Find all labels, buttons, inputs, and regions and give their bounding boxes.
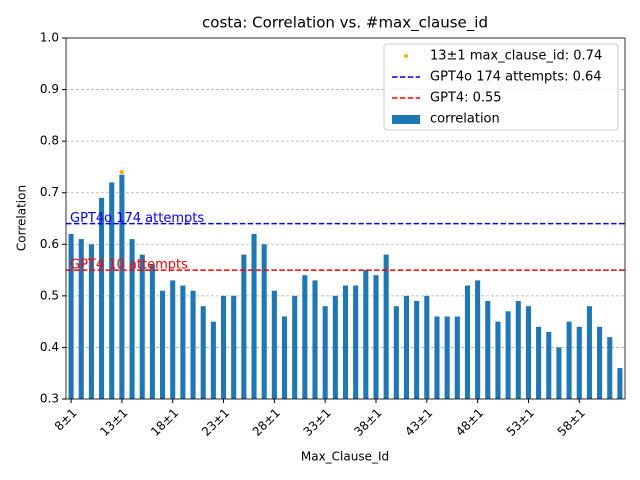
x-tick-label: 18±1 bbox=[148, 406, 181, 439]
bar bbox=[546, 331, 552, 399]
bar bbox=[261, 244, 267, 399]
x-tick-label: 53±1 bbox=[504, 406, 537, 439]
bar bbox=[353, 285, 359, 399]
bar bbox=[607, 337, 613, 399]
reference-label: GPT4o 174 attempts bbox=[70, 211, 204, 226]
x-tick-label: 13±1 bbox=[97, 406, 130, 439]
bar bbox=[231, 295, 237, 399]
bar bbox=[109, 182, 115, 399]
bar bbox=[586, 306, 592, 399]
bar bbox=[475, 280, 481, 399]
bar bbox=[139, 254, 145, 399]
bar bbox=[292, 295, 298, 399]
y-tick-label: 1.0 bbox=[40, 31, 59, 45]
bar bbox=[281, 316, 288, 399]
bar bbox=[129, 239, 135, 399]
bar bbox=[383, 254, 389, 399]
bar bbox=[525, 306, 531, 399]
bar bbox=[566, 321, 572, 399]
legend: 13±1 max_clause_id: 0.74 GPT4o 174 attemp… bbox=[383, 43, 619, 131]
x-tick-label: 33±1 bbox=[301, 406, 334, 439]
bar bbox=[241, 254, 247, 399]
x-tick-label: 38±1 bbox=[351, 406, 384, 439]
legend-label: GPT4o 174 attempts: 0.64 bbox=[430, 70, 602, 85]
y-tick-label: 0.8 bbox=[40, 134, 59, 148]
bar bbox=[363, 270, 369, 399]
bar bbox=[78, 239, 84, 399]
x-tick-label: 58±1 bbox=[555, 406, 588, 439]
bar bbox=[485, 301, 491, 399]
axes-frame bbox=[65, 37, 626, 400]
x-tick-label: 48±1 bbox=[453, 406, 486, 439]
x-tick-label: 28±1 bbox=[250, 406, 283, 439]
bar bbox=[536, 326, 542, 399]
y-axis-label: Correlation bbox=[15, 185, 29, 251]
reference-label: GPT4 10 attempts bbox=[70, 258, 188, 273]
bar bbox=[617, 368, 623, 399]
bar bbox=[312, 280, 318, 399]
y-tick-label: 0.4 bbox=[40, 340, 59, 354]
bar bbox=[251, 233, 257, 399]
bar bbox=[332, 295, 338, 399]
x-axis-label: Max_Clause_Id bbox=[301, 450, 389, 464]
bar bbox=[322, 306, 328, 399]
x-tick-label: 23±1 bbox=[199, 406, 232, 439]
bar bbox=[190, 290, 196, 399]
y-tick-label: 0.3 bbox=[40, 392, 59, 406]
legend-label: 13±1 max_clause_id: 0.74 bbox=[430, 49, 602, 64]
bar bbox=[160, 290, 166, 399]
bar bbox=[414, 301, 420, 399]
bar bbox=[464, 285, 471, 399]
legend-label: correlation bbox=[430, 112, 500, 127]
bar bbox=[99, 197, 105, 399]
bar bbox=[576, 326, 582, 399]
legend-label: GPT4: 0.55 bbox=[430, 91, 502, 106]
bar bbox=[119, 174, 125, 399]
bar bbox=[393, 306, 399, 399]
y-tick-label: 0.9 bbox=[40, 82, 59, 96]
y-tick-label: 0.6 bbox=[40, 237, 59, 251]
bar bbox=[271, 290, 277, 399]
y-tick-label: 0.7 bbox=[40, 185, 59, 199]
bar bbox=[302, 275, 308, 399]
bar bbox=[88, 244, 94, 399]
legend-swatch bbox=[404, 54, 408, 58]
bar bbox=[403, 295, 410, 399]
bar bbox=[200, 306, 206, 399]
legend-swatch bbox=[392, 115, 420, 124]
y-tick-label: 0.5 bbox=[40, 288, 59, 302]
bar bbox=[170, 280, 176, 399]
bar bbox=[454, 316, 460, 399]
bar bbox=[505, 311, 511, 399]
legend-box bbox=[383, 43, 619, 131]
bar bbox=[495, 321, 501, 399]
marker-point bbox=[119, 170, 124, 175]
bar bbox=[556, 347, 562, 399]
bar bbox=[342, 285, 349, 399]
bar bbox=[597, 326, 603, 399]
bar bbox=[220, 295, 227, 399]
x-tick-label: 8±1 bbox=[52, 406, 80, 434]
bar bbox=[373, 275, 379, 399]
bar bbox=[434, 316, 440, 399]
bar bbox=[180, 285, 186, 399]
x-tick-label: 43±1 bbox=[402, 406, 435, 439]
bar bbox=[424, 295, 430, 399]
chart-title: costa: Correlation vs. #max_clause_id bbox=[202, 14, 488, 33]
bar bbox=[149, 264, 155, 399]
bar bbox=[210, 321, 216, 399]
bar bbox=[444, 316, 450, 399]
bar bbox=[515, 301, 521, 399]
bar bbox=[68, 233, 74, 399]
